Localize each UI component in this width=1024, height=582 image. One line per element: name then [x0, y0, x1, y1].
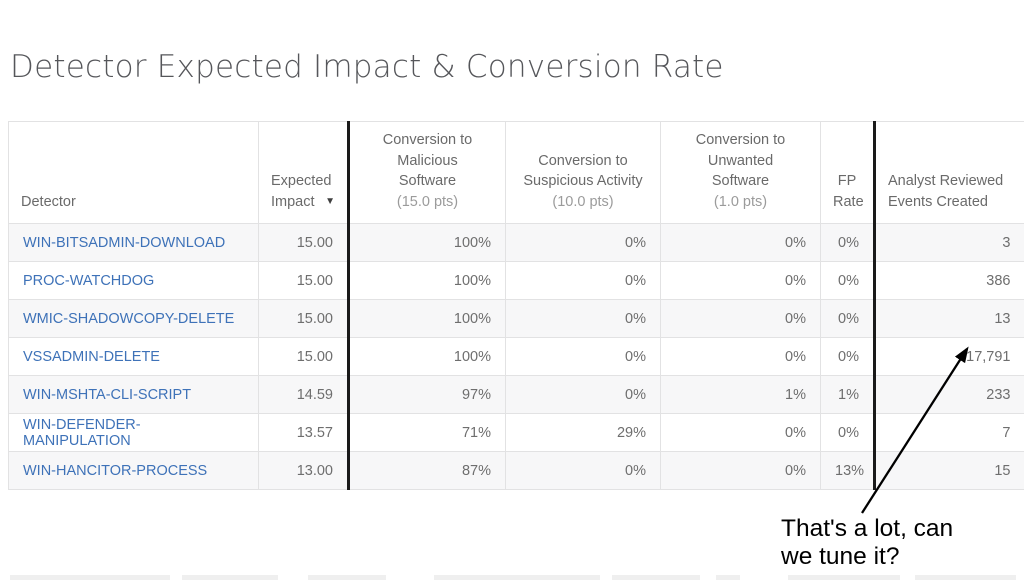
- events-created-cell: 233: [873, 375, 1024, 415]
- table-row: WIN-HANCITOR-PROCESS 13.00 87% 0% 0% 13% 15: [8, 451, 1024, 491]
- cropped-next-row-fragment: [915, 575, 1016, 580]
- events-created-cell: 17,791: [873, 337, 1024, 377]
- fp-rate-cell: 0%: [820, 223, 875, 263]
- table-row: WIN-DEFENDER-MANIPULATION 13.57 71% 29% 0% 0%…: [8, 413, 1024, 453]
- table-row: VSSADMIN-DELETE 15.00 100% 0% 0% 0% 17,791: [8, 337, 1024, 377]
- fp-rate-cell: 0%: [820, 299, 875, 339]
- expected-impact-cell: 13.00: [258, 451, 349, 491]
- cropped-next-row-fragment: [308, 575, 386, 580]
- conv-suspicious-cell: 29%: [505, 413, 661, 453]
- column-header-conversion-suspicious[interactable]: Conversion to Suspicious Activity (10.0 …: [505, 120, 661, 225]
- conv-suspicious-cell: 0%: [505, 223, 661, 263]
- conv-unwanted-cell: 0%: [660, 261, 821, 301]
- detector-link[interactable]: WMIC-SHADOWCOPY-DELETE: [23, 310, 235, 327]
- column-header-conversion-unwanted[interactable]: Conversion to Unwanted Software (1.0 pts…: [660, 120, 821, 225]
- detector-cell: VSSADMIN-DELETE: [8, 337, 259, 377]
- table-row: WIN-BITSADMIN-DOWNLOAD 15.00 100% 0% 0% 0% 3: [8, 223, 1024, 263]
- conv-malicious-cell: 100%: [347, 337, 506, 377]
- conv-suspicious-cell: 0%: [505, 337, 661, 377]
- expected-impact-cell: 15.00: [258, 299, 349, 339]
- expected-impact-cell: 15.00: [258, 223, 349, 263]
- detector-table: Detector Expected Impact ▼ Conversion to…: [8, 120, 1024, 491]
- conv-malicious-cell: 100%: [347, 261, 506, 301]
- events-created-cell: 7: [873, 413, 1024, 453]
- conv-unwanted-cell: 0%: [660, 299, 821, 339]
- table-row: WMIC-SHADOWCOPY-DELETE 15.00 100% 0% 0% 0% 13: [8, 299, 1024, 339]
- cropped-next-row-fragment: [10, 575, 170, 580]
- conv-unwanted-cell: 0%: [660, 413, 821, 453]
- cropped-next-row-fragment: [716, 575, 740, 580]
- table-body: WIN-BITSADMIN-DOWNLOAD 15.00 100% 0% 0% 0% 3 PR…: [8, 223, 1024, 491]
- conv-suspicious-cell: 0%: [505, 375, 661, 415]
- conv-unwanted-cell: 1%: [660, 375, 821, 415]
- events-created-cell: 15: [873, 451, 1024, 491]
- detector-link[interactable]: WIN-MSHTA-CLI-SCRIPT: [23, 386, 192, 403]
- detector-link[interactable]: VSSADMIN-DELETE: [23, 348, 160, 365]
- cropped-next-row-fragment: [788, 575, 900, 580]
- fp-rate-cell: 0%: [820, 261, 875, 301]
- page-title: Detector Expected Impact & Conversion Ra…: [10, 49, 724, 85]
- detector-link[interactable]: PROC-WATCHDOG: [23, 272, 155, 289]
- conv-malicious-cell: 100%: [347, 223, 506, 263]
- conv-unwanted-cell: 0%: [660, 451, 821, 491]
- conv-malicious-cell: 97%: [347, 375, 506, 415]
- cropped-next-row-fragment: [434, 575, 600, 580]
- column-header-conversion-malicious[interactable]: Conversion to Malicious Software (15.0 p…: [347, 120, 506, 225]
- detector-cell: PROC-WATCHDOG: [8, 261, 259, 301]
- annotation-text: That's a lot, can we tune it?: [781, 515, 954, 570]
- fp-rate-cell: 0%: [820, 413, 875, 453]
- conv-malicious-cell: 87%: [347, 451, 506, 491]
- conv-suspicious-cell: 0%: [505, 451, 661, 491]
- detector-link[interactable]: WIN-HANCITOR-PROCESS: [23, 462, 208, 479]
- expected-impact-cell: 13.57: [258, 413, 349, 453]
- detector-link[interactable]: WIN-BITSADMIN-DOWNLOAD: [23, 234, 226, 251]
- conv-unwanted-cell: 0%: [660, 337, 821, 377]
- column-header-expected-impact[interactable]: Expected Impact ▼: [258, 120, 349, 225]
- detector-cell: WIN-MSHTA-CLI-SCRIPT: [8, 375, 259, 415]
- conv-unwanted-cell: 0%: [660, 223, 821, 263]
- conv-suspicious-cell: 0%: [505, 261, 661, 301]
- detector-cell: WIN-DEFENDER-MANIPULATION: [8, 413, 259, 453]
- column-header-fp-rate[interactable]: FP Rate: [820, 120, 875, 225]
- detector-cell: WIN-BITSADMIN-DOWNLOAD: [8, 223, 259, 263]
- expected-impact-cell: 15.00: [258, 261, 349, 301]
- conv-suspicious-cell: 0%: [505, 299, 661, 339]
- column-header-detector[interactable]: Detector: [8, 120, 259, 225]
- events-created-cell: 386: [873, 261, 1024, 301]
- table-header-row: Detector Expected Impact ▼ Conversion to…: [8, 120, 1024, 225]
- fp-rate-cell: 13%: [820, 451, 875, 491]
- detector-cell: WIN-HANCITOR-PROCESS: [8, 451, 259, 491]
- conv-malicious-cell: 100%: [347, 299, 506, 339]
- detector-cell: WMIC-SHADOWCOPY-DELETE: [8, 299, 259, 339]
- expected-impact-cell: 14.59: [258, 375, 349, 415]
- expected-impact-cell: 15.00: [258, 337, 349, 377]
- detector-link[interactable]: WIN-DEFENDER-MANIPULATION: [23, 416, 141, 449]
- fp-rate-cell: 0%: [820, 337, 875, 377]
- sort-descending-icon[interactable]: ▼: [325, 196, 335, 208]
- table-row: PROC-WATCHDOG 15.00 100% 0% 0% 0% 386: [8, 261, 1024, 301]
- events-created-cell: 3: [873, 223, 1024, 263]
- events-created-cell: 13: [873, 299, 1024, 339]
- fp-rate-cell: 1%: [820, 375, 875, 415]
- table-row: WIN-MSHTA-CLI-SCRIPT 14.59 97% 0% 1% 1% 233: [8, 375, 1024, 415]
- conv-malicious-cell: 71%: [347, 413, 506, 453]
- cropped-next-row-fragment: [182, 575, 278, 580]
- column-header-analyst-reviewed-events[interactable]: Analyst Reviewed Events Created: [873, 120, 1024, 225]
- cropped-next-row-fragment: [612, 575, 700, 580]
